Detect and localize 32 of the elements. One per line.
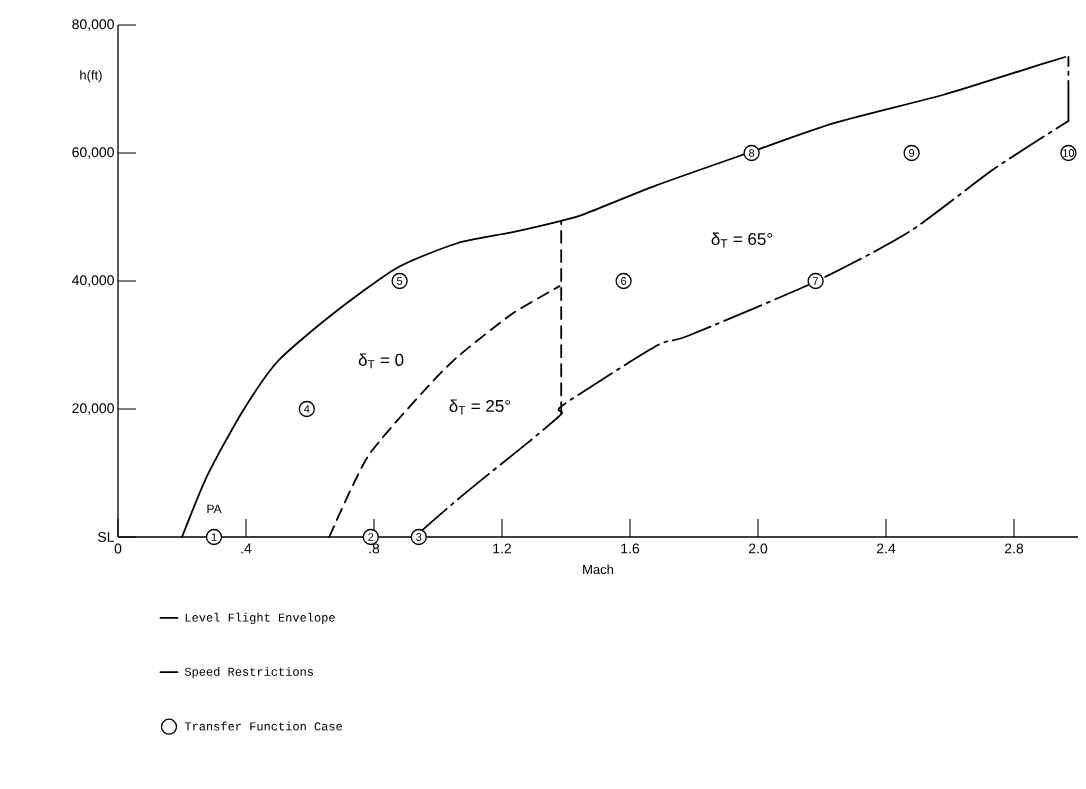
legend-label: Transfer Function Case [184, 721, 342, 731]
annotation: 9 [909, 149, 915, 157]
annotation: 1 [211, 533, 217, 541]
y-tick-label: 20,000 [72, 403, 114, 415]
x-axis-title: Mach [583, 564, 614, 575]
x-tick-label: 2.0 [748, 543, 768, 554]
annotation: 3 [416, 533, 422, 541]
annotation: δ$_{T}$ = 65° [711, 232, 773, 248]
annotation: 2 [368, 533, 374, 541]
y-tick-label: 60,000 [72, 147, 114, 159]
x-tick-label: .4 [241, 543, 252, 554]
annotation: 5 [396, 277, 403, 285]
x-tick-label: 2.8 [1004, 543, 1024, 554]
y-tick-label: 40,000 [71, 275, 114, 287]
y-tick-label: SL [98, 532, 115, 542]
annotation: δ$_{T}$ = 0 [358, 353, 404, 369]
annotation: 10 [1063, 149, 1075, 157]
y-tick-label: 80,000 [72, 19, 114, 31]
annotation: 4 [303, 405, 310, 413]
y-axis-title: h(ft) [80, 70, 102, 83]
x-tick-label: .8 [369, 543, 380, 554]
legend-label: Level Flight Envelope [185, 612, 335, 625]
annotation: δ$_{T}$ = 25° [449, 399, 511, 415]
x-tick-label: 2.4 [876, 543, 896, 554]
x-tick-label: 0 [114, 543, 122, 554]
x-tick-label: 1.2 [493, 543, 512, 554]
annotation: 8 [749, 149, 755, 157]
x-tick-label: 1.6 [621, 543, 640, 554]
annotation: 6 [621, 277, 627, 285]
annotation: 7 [813, 277, 819, 285]
annotation: PA [207, 504, 222, 513]
legend-label: Speed Restrictions [184, 667, 314, 679]
